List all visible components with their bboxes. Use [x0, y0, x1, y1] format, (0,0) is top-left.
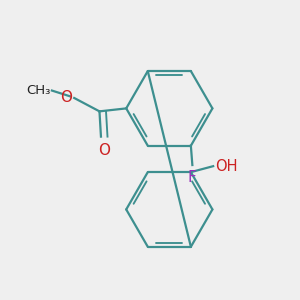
Text: F: F	[188, 170, 197, 185]
Text: OH: OH	[214, 159, 237, 174]
Text: O: O	[98, 142, 110, 158]
Text: O: O	[60, 90, 72, 105]
Text: CH₃: CH₃	[26, 84, 50, 97]
